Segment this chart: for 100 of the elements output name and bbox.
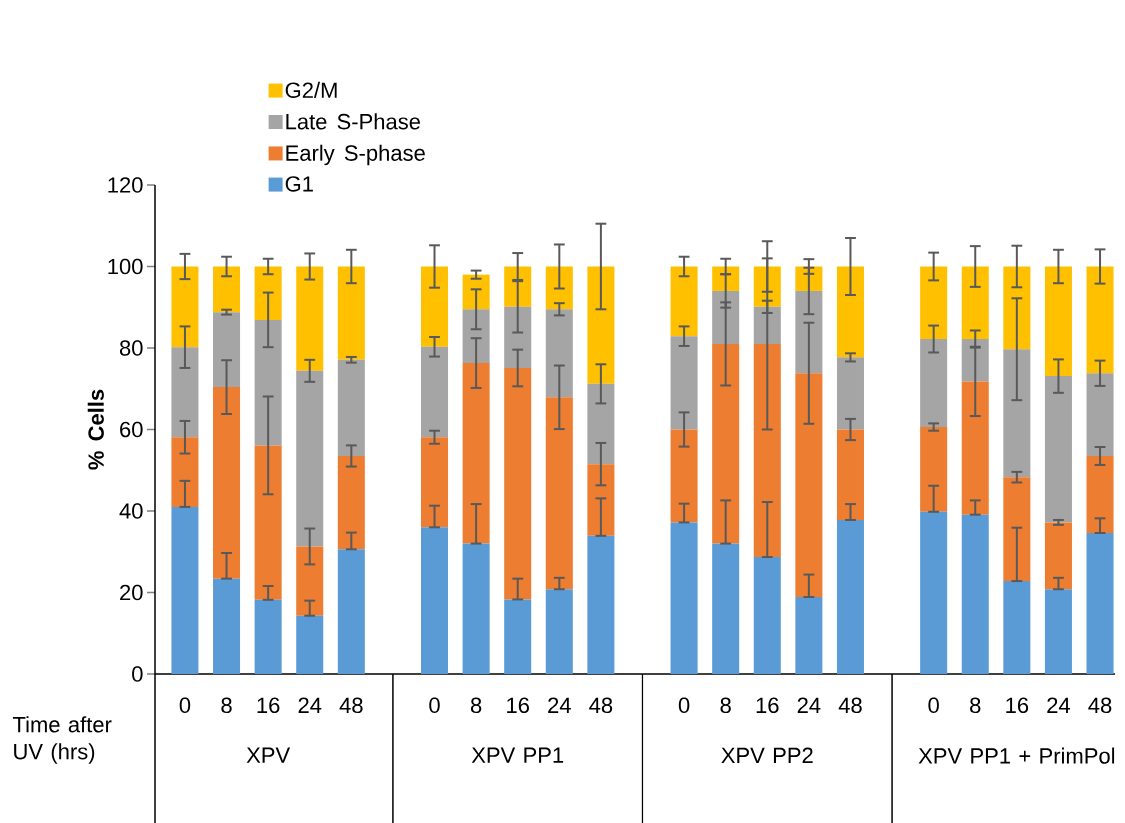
bar <box>462 543 490 674</box>
bar <box>836 266 864 358</box>
bar <box>337 455 365 550</box>
bar <box>254 599 282 674</box>
bar <box>587 464 615 536</box>
legend-label: Late S-Phase <box>286 113 420 130</box>
bar <box>961 339 989 382</box>
bar <box>1003 581 1031 674</box>
bar <box>337 359 365 456</box>
x-tick-label: 8 <box>221 697 232 714</box>
x-tick-label: 8 <box>470 697 482 714</box>
x-tick-label: 24 <box>298 697 322 713</box>
bar <box>213 387 241 579</box>
x-axis-title: Time after UV (hrs) <box>12 716 112 764</box>
x-tick-label: 0 <box>179 697 191 714</box>
y-tick-label: 0 <box>132 666 143 682</box>
bar <box>920 427 948 512</box>
y-tick-label: 120 <box>108 177 143 193</box>
bar <box>795 373 823 597</box>
bar <box>254 319 282 446</box>
y-tick-label: 80 <box>119 340 143 356</box>
legend-label: G2/M <box>285 81 337 98</box>
bar <box>1003 266 1031 350</box>
bar <box>213 312 241 388</box>
bar <box>421 437 449 528</box>
bar <box>504 367 532 600</box>
bar <box>462 363 490 544</box>
x-tick-label: 16 <box>507 697 529 714</box>
legend-label: Early S-phase <box>286 144 425 166</box>
bar <box>504 599 532 674</box>
x-tick-label: 24 <box>1047 697 1071 713</box>
bar <box>545 309 573 398</box>
x-tick-label: 0 <box>928 697 939 714</box>
bar <box>920 339 948 428</box>
bar <box>795 290 823 374</box>
bar <box>337 266 365 360</box>
x-tick-label: 16 <box>756 697 779 714</box>
text: XPV PP1 + PrimPol <box>918 747 1115 764</box>
bar <box>587 383 615 465</box>
bar <box>1086 266 1114 374</box>
bar <box>961 514 989 674</box>
x-tick-label: 48 <box>589 697 613 714</box>
bar <box>1044 589 1072 674</box>
bar <box>254 266 282 320</box>
y-tick-label: 40 <box>119 503 143 519</box>
bar <box>296 266 324 371</box>
x-tick-label: 48 <box>339 697 363 714</box>
bar <box>1044 522 1072 590</box>
bar <box>753 557 781 674</box>
bar <box>836 519 864 674</box>
bar <box>1044 266 1072 377</box>
bar <box>1003 477 1031 582</box>
bar <box>545 397 573 590</box>
bar <box>545 266 573 310</box>
text: XPV <box>246 747 291 763</box>
bar <box>421 346 449 438</box>
bar <box>712 266 740 291</box>
bar <box>753 343 781 558</box>
y-tick-label: 60 <box>120 421 143 438</box>
bar <box>171 266 199 348</box>
bar <box>836 429 864 520</box>
bar <box>753 306 781 344</box>
bar <box>296 546 324 616</box>
x-tick-label: 48 <box>1088 697 1112 714</box>
text: XPV PP2 <box>721 747 813 763</box>
x-tick-label: 48 <box>838 697 862 714</box>
x-tick-label: 8 <box>970 697 981 714</box>
legend-label: G1 <box>285 176 313 192</box>
x-tick-label: 8 <box>720 697 731 714</box>
bar <box>920 266 948 340</box>
y-tick-label: 20 <box>120 584 143 601</box>
bar <box>1086 373 1114 456</box>
bar <box>1003 349 1031 478</box>
bar <box>795 596 823 674</box>
bar <box>961 381 989 515</box>
bar <box>670 522 698 674</box>
bar <box>421 266 449 347</box>
bar <box>213 266 241 313</box>
bar <box>171 347 199 438</box>
x-tick-label: 16 <box>1006 697 1029 714</box>
bar <box>670 266 698 337</box>
y-tick-label: 100 <box>108 258 143 275</box>
text: XPV PP1 <box>471 747 564 763</box>
bar <box>462 309 490 364</box>
x-tick-label: 0 <box>678 697 690 714</box>
bar <box>254 445 282 600</box>
bar <box>1086 455 1114 533</box>
bar <box>171 437 199 507</box>
bar <box>712 343 740 544</box>
bar <box>587 266 615 384</box>
bar <box>545 589 573 674</box>
bar <box>587 535 615 674</box>
bar <box>712 543 740 674</box>
x-tick-label: 24 <box>548 697 571 713</box>
bar <box>670 429 698 523</box>
bar <box>1044 376 1072 523</box>
bar <box>213 578 241 674</box>
bar <box>670 336 698 430</box>
x-tick-label: 16 <box>257 697 280 714</box>
bar <box>421 527 449 674</box>
